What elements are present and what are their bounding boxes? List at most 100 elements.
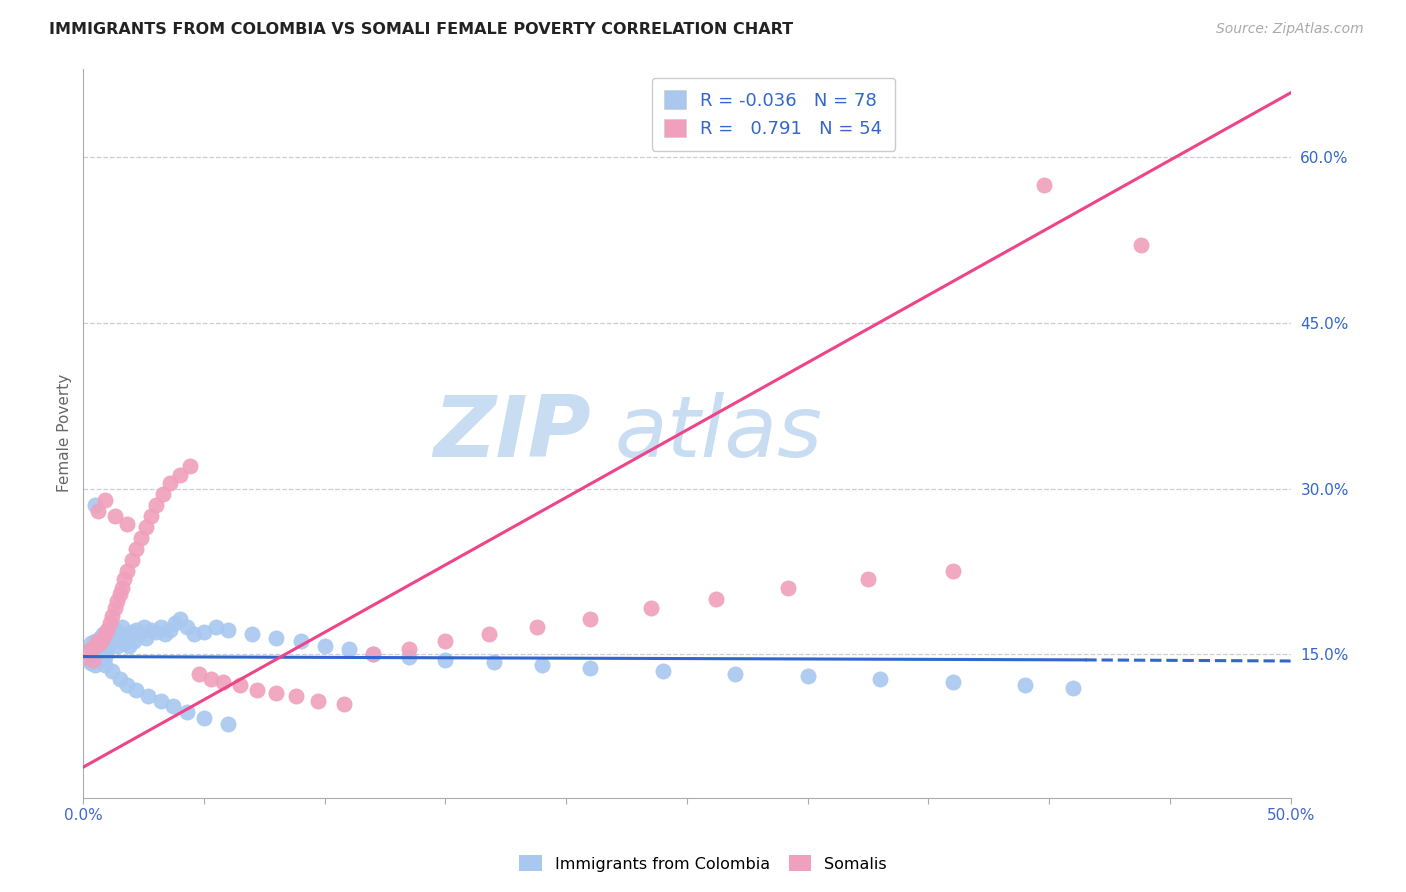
Point (105, 639, 128, 653)
Point (101, 608, 124, 623)
Point (640, 601, 662, 615)
Point (104, 509, 127, 524)
Point (135, 631, 157, 645)
Point (96, 641, 118, 656)
Point (434, 653, 457, 667)
Point (129, 531, 152, 545)
Point (108, 586, 131, 600)
Point (125, 682, 148, 697)
Point (869, 672, 891, 686)
Point (128, 627, 150, 641)
Point (115, 631, 138, 645)
Point (314, 639, 336, 653)
Point (122, 634, 145, 648)
Point (101, 631, 124, 645)
Point (125, 623, 148, 637)
Point (87, 634, 110, 648)
Point (89, 649, 111, 664)
Point (84, 634, 107, 648)
Point (169, 612, 191, 626)
Point (188, 667, 211, 681)
Point (111, 620, 134, 634)
Point (89, 636, 111, 650)
Point (82, 641, 104, 656)
Point (941, 565, 963, 579)
Point (333, 697, 356, 711)
Point (87, 648, 110, 662)
Point (98, 616, 121, 631)
Point (193, 625, 215, 640)
Point (290, 634, 312, 648)
Point (337, 641, 360, 656)
Point (77, 653, 100, 667)
Point (132, 620, 155, 634)
Point (139, 509, 162, 524)
Point (75, 649, 97, 664)
Text: atlas: atlas (614, 392, 823, 475)
Point (183, 627, 205, 641)
Point (145, 625, 167, 640)
Point (89, 631, 111, 645)
Point (82, 649, 104, 664)
Point (121, 553, 143, 567)
Point (125, 542, 148, 557)
Point (159, 476, 181, 491)
Point (145, 498, 167, 512)
Point (104, 623, 127, 637)
Point (398, 649, 420, 664)
Point (724, 667, 747, 681)
Point (94, 658, 117, 673)
Point (87, 503, 110, 517)
Point (1129, 238, 1152, 252)
Point (91, 631, 114, 645)
Point (155, 627, 177, 641)
Point (778, 581, 800, 595)
Point (135, 520, 157, 534)
Point (217, 717, 239, 731)
Point (111, 581, 134, 595)
Point (112, 636, 135, 650)
Point (79, 657, 101, 671)
Point (162, 699, 184, 714)
Point (531, 658, 554, 673)
Point (94, 649, 117, 664)
Point (77, 645, 100, 659)
Point (246, 682, 269, 697)
Legend: Immigrants from Colombia, Somalis: Immigrants from Colombia, Somalis (512, 847, 894, 880)
Point (91, 627, 114, 641)
Point (579, 612, 602, 626)
Point (121, 625, 143, 640)
Text: Source: ZipAtlas.com: Source: ZipAtlas.com (1216, 22, 1364, 37)
Point (651, 664, 673, 678)
Point (112, 572, 135, 586)
Point (152, 487, 174, 501)
Point (796, 669, 818, 683)
Point (96, 623, 118, 637)
Point (212, 675, 235, 690)
Point (89, 653, 111, 667)
Point (84, 498, 107, 512)
Point (75, 649, 97, 664)
Point (200, 672, 222, 686)
Point (82, 653, 104, 667)
Point (108, 672, 131, 686)
Y-axis label: Female Poverty: Female Poverty (58, 374, 72, 492)
Point (482, 655, 505, 669)
Point (398, 641, 420, 656)
Legend: R = -0.036   N = 78, R =   0.791   N = 54: R = -0.036 N = 78, R = 0.791 N = 54 (652, 78, 896, 151)
Point (84, 639, 107, 653)
Point (856, 572, 879, 586)
Point (115, 565, 138, 579)
Point (266, 686, 288, 700)
Point (96, 632, 118, 647)
Point (169, 468, 191, 483)
Point (138, 690, 160, 704)
Point (284, 690, 307, 704)
Point (159, 623, 181, 637)
Point (115, 516, 138, 531)
Point (163, 616, 186, 631)
Point (98, 625, 121, 640)
Point (526, 620, 548, 634)
Point (1014, 678, 1036, 692)
Point (139, 623, 162, 637)
